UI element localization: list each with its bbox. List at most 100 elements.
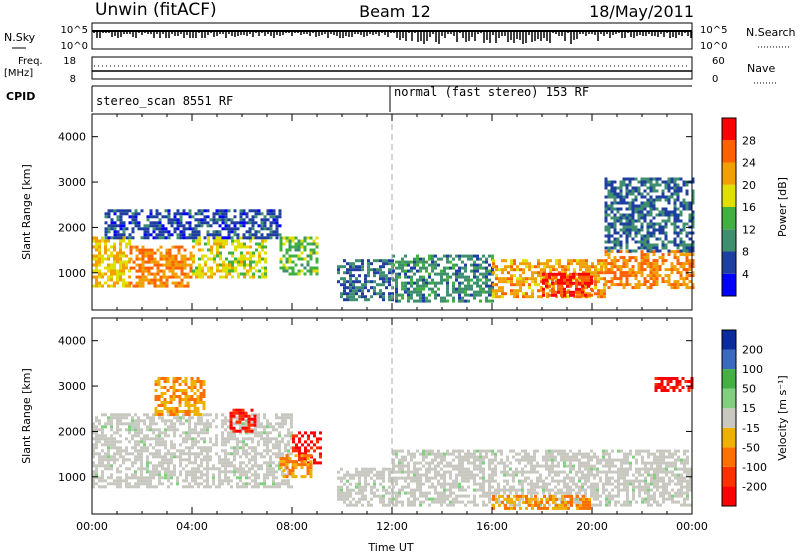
- scatter-cell: [152, 473, 155, 476]
- scatter-cell: [110, 476, 113, 479]
- scatter-cell: [110, 413, 113, 416]
- scatter-cell: [434, 297, 437, 300]
- scatter-cell: [563, 273, 566, 276]
- scatter-cell: [557, 480, 560, 483]
- scatter-cell: [488, 288, 491, 291]
- scatter-cell: [251, 479, 254, 482]
- scatter-cell: [185, 395, 188, 398]
- scatter-cell: [382, 262, 385, 265]
- scatter-cell: [191, 404, 194, 407]
- scatter-cell: [105, 221, 108, 224]
- scatter-cell: [116, 428, 119, 431]
- scatter-cell: [188, 395, 191, 398]
- scatter-cell: [284, 446, 287, 449]
- scatter-cell: [370, 498, 373, 501]
- scatter-cell: [263, 428, 266, 431]
- scatter-cell: [452, 297, 455, 300]
- scatter-cell: [398, 273, 401, 276]
- scatter-cell: [272, 461, 275, 464]
- scatter-cell: [668, 274, 671, 277]
- scatter-cell: [167, 428, 170, 431]
- scatter-cell: [189, 212, 192, 215]
- scatter-cell: [143, 422, 146, 425]
- scatter-cell: [191, 470, 194, 473]
- scatter-cell: [455, 498, 458, 501]
- scatter-cell: [626, 235, 629, 238]
- scatter-cell: [404, 492, 407, 495]
- scatter-cell: [632, 238, 635, 241]
- scatter-cell: [152, 467, 155, 470]
- scatter-cell: [243, 246, 246, 249]
- scatter-cell: [527, 492, 530, 495]
- scatter-cell: [587, 276, 590, 279]
- scatter-cell: [530, 489, 533, 492]
- scatter-cell: [161, 392, 164, 395]
- scatter-cell: [289, 267, 292, 270]
- scatter-cell: [641, 256, 644, 259]
- scatter-cell: [674, 253, 677, 256]
- scatter-cell: [313, 249, 316, 252]
- scatter-cell: [292, 440, 295, 443]
- scatter-cell: [530, 486, 533, 489]
- scatter-cell: [473, 273, 476, 276]
- scatter-cell: [119, 434, 122, 437]
- scatter-cell: [249, 221, 252, 224]
- scatter-cell: [200, 428, 203, 431]
- scatter-cell: [464, 267, 467, 270]
- scatter-cell: [155, 485, 158, 488]
- scatter-cell: [173, 464, 176, 467]
- scatter-cell: [485, 456, 488, 459]
- scatter-cell: [644, 208, 647, 211]
- scatter-cell: [509, 489, 512, 492]
- scatter-cell: [407, 453, 410, 456]
- scatter-cell: [258, 252, 261, 255]
- scatter-cell: [647, 274, 650, 277]
- scatter-cell: [449, 267, 452, 270]
- scatter-cell: [107, 467, 110, 470]
- scatter-cell: [458, 300, 461, 303]
- scatter-cell: [203, 407, 206, 410]
- scatter-cell: [404, 264, 407, 267]
- scatter-cell: [213, 243, 216, 246]
- scatter-cell: [512, 456, 515, 459]
- scatter-cell: [388, 474, 391, 477]
- scatter-cell: [281, 440, 284, 443]
- scatter-cell: [111, 218, 114, 221]
- scatter-cell: [283, 460, 286, 463]
- scatter-cell: [101, 285, 104, 288]
- scatter-cell: [117, 218, 120, 221]
- scatter-cell: [287, 482, 290, 485]
- scatter-cell: [119, 240, 122, 243]
- scatter-cell: [161, 458, 164, 461]
- scatter-cell: [158, 416, 161, 419]
- scatter-cell: [228, 227, 231, 230]
- scatter-cell: [388, 283, 391, 286]
- scatter-cell: [352, 262, 355, 265]
- scatter-cell: [443, 300, 446, 303]
- scatter-cell: [116, 422, 119, 425]
- scatter-cell: [185, 404, 188, 407]
- scatter-cell: [198, 273, 201, 276]
- scatter-cell: [494, 474, 497, 477]
- scatter-cell: [425, 282, 428, 285]
- scatter-cell: [131, 476, 134, 479]
- scatter-cell: [125, 267, 128, 270]
- scatter-cell: [410, 501, 413, 504]
- scatter-cell: [200, 419, 203, 422]
- scatter-cell: [131, 464, 134, 467]
- scatter-cell: [352, 498, 355, 501]
- scatter-cell: [243, 261, 246, 264]
- scatter-cell: [173, 431, 176, 434]
- scatter-cell: [413, 456, 416, 459]
- scatter-cell: [458, 483, 461, 486]
- scatter-cell: [626, 178, 629, 181]
- scatter-cell: [629, 181, 632, 184]
- scatter-cell: [240, 264, 243, 267]
- scatter-cell: [563, 294, 566, 297]
- scatter-cell: [346, 286, 349, 289]
- scatter-cell: [495, 295, 498, 298]
- scatter-cell: [355, 268, 358, 271]
- scatter-cell: [101, 425, 104, 428]
- scatter-cell: [175, 246, 178, 249]
- scatter-cell: [117, 233, 120, 236]
